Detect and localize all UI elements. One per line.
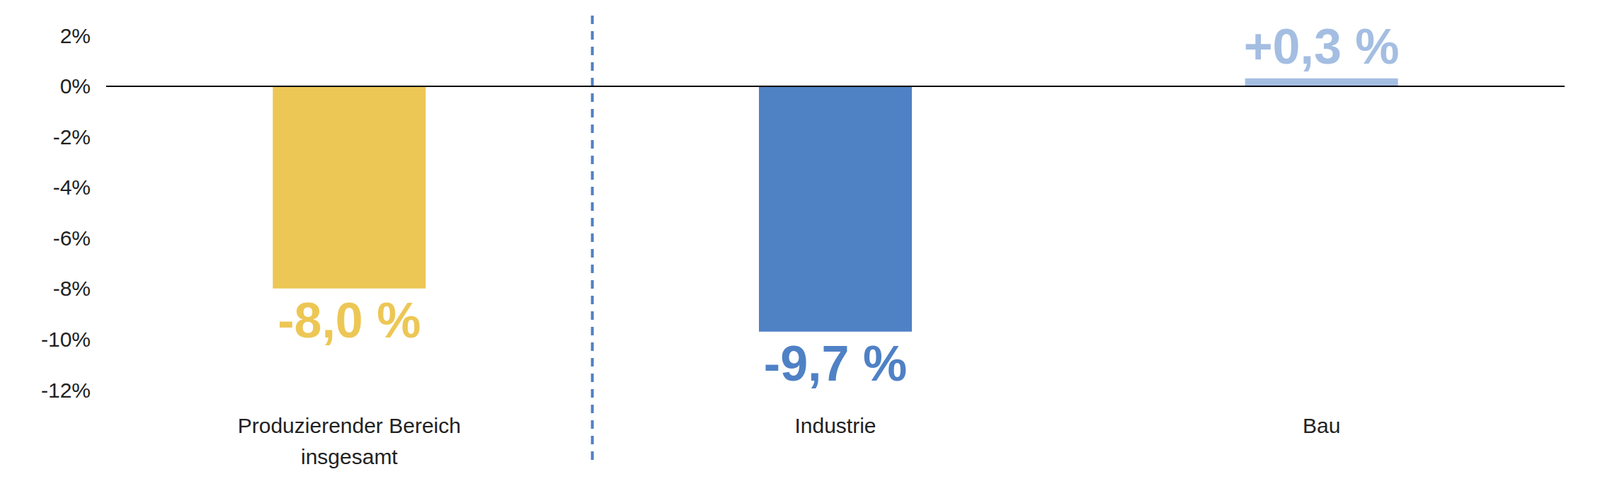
svg-text:-12%: -12% [41,378,91,403]
svg-text:-8%: -8% [53,276,91,301]
svg-text:+0,3 %: +0,3 % [1243,19,1400,75]
svg-text:-9,7 %: -9,7 % [763,336,907,392]
svg-text:-4%: -4% [53,175,91,199]
svg-text:-10%: -10% [41,327,91,352]
svg-text:insgesamt: insgesamt [300,445,398,469]
svg-text:Produzierender Bereich: Produzierender Bereich [237,414,461,438]
svg-text:-6%: -6% [53,226,91,250]
svg-text:Bau: Bau [1302,414,1341,438]
svg-text:-8,0 %: -8,0 % [277,293,421,349]
svg-text:-2%: -2% [53,125,91,149]
svg-text:2%: 2% [60,24,91,48]
svg-text:0%: 0% [60,74,91,98]
svg-text:Industrie: Industrie [794,414,876,438]
